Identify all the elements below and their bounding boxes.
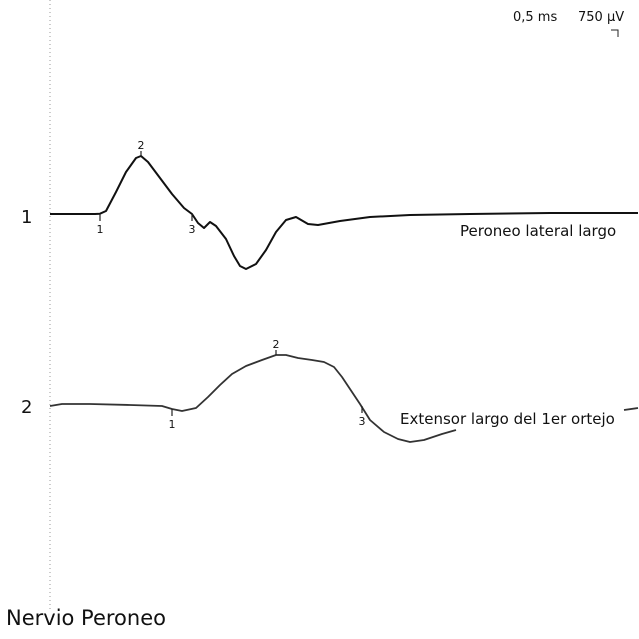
- trace-number-2: 2: [21, 397, 32, 418]
- marker-label-1-2: 2: [138, 139, 145, 152]
- amplitude-scale-label: 750 µV: [578, 10, 624, 25]
- trace-number-1: 1: [21, 207, 32, 228]
- trace-label-2: Extensor largo del 1er ortejo: [400, 410, 615, 428]
- marker-label-1-1: 1: [97, 223, 104, 236]
- marker-label-2-3: 3: [359, 415, 366, 428]
- trace-line-2-tail: [623, 407, 639, 411]
- marker-label-2-2: 2: [273, 338, 280, 351]
- trace-line-1: [50, 155, 638, 270]
- marker-label-1-3: 3: [189, 223, 196, 236]
- footer-title: Nervio Peroneo: [6, 606, 166, 630]
- trace-label-1: Peroneo lateral largo: [460, 222, 616, 240]
- marker-label-2-1: 1: [169, 418, 176, 431]
- time-scale-label: 0,5 ms: [513, 10, 557, 25]
- trace-line-2: [49, 354, 457, 443]
- scale-bracket-icon: [611, 29, 619, 37]
